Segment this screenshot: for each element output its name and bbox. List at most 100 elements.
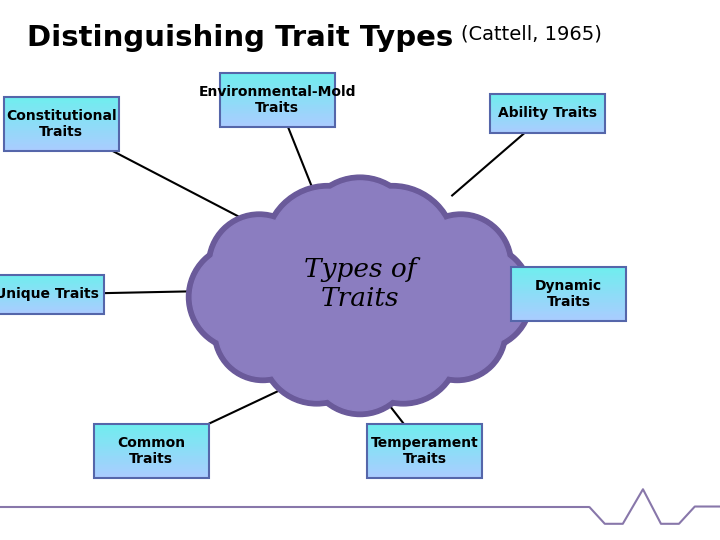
Bar bbox=[367, 451, 482, 453]
Ellipse shape bbox=[186, 242, 296, 352]
Ellipse shape bbox=[408, 212, 513, 317]
Bar bbox=[490, 102, 605, 103]
Text: Unique Traits: Unique Traits bbox=[0, 287, 99, 301]
Bar bbox=[4, 117, 119, 119]
Bar bbox=[94, 455, 209, 456]
Ellipse shape bbox=[212, 218, 306, 312]
Bar bbox=[220, 87, 335, 89]
Bar bbox=[4, 126, 119, 128]
Bar bbox=[4, 142, 119, 144]
Bar bbox=[4, 119, 119, 120]
Bar bbox=[220, 118, 335, 120]
Ellipse shape bbox=[207, 212, 312, 317]
Bar bbox=[0, 285, 104, 287]
Bar bbox=[511, 301, 626, 303]
Bar bbox=[490, 123, 605, 124]
Bar bbox=[4, 97, 119, 99]
Bar bbox=[511, 307, 626, 309]
Bar bbox=[220, 80, 335, 82]
Bar bbox=[94, 429, 209, 431]
Bar bbox=[94, 476, 209, 478]
Bar bbox=[367, 453, 482, 455]
Bar bbox=[4, 106, 119, 108]
Bar bbox=[94, 424, 209, 478]
Bar bbox=[94, 453, 209, 455]
Bar bbox=[511, 296, 626, 298]
Bar bbox=[94, 469, 209, 471]
Bar bbox=[490, 116, 605, 117]
Ellipse shape bbox=[311, 313, 409, 411]
Bar bbox=[511, 316, 626, 318]
Bar bbox=[367, 462, 482, 463]
Bar bbox=[367, 436, 482, 438]
Bar bbox=[4, 120, 119, 123]
Bar bbox=[367, 442, 482, 444]
Text: Common
Traits: Common Traits bbox=[117, 436, 185, 466]
Bar bbox=[0, 311, 104, 313]
Ellipse shape bbox=[306, 181, 414, 289]
Bar bbox=[94, 462, 209, 463]
Bar bbox=[490, 117, 605, 119]
Bar bbox=[367, 426, 482, 428]
Bar bbox=[511, 285, 626, 287]
Ellipse shape bbox=[351, 296, 455, 400]
Ellipse shape bbox=[333, 190, 451, 307]
Bar bbox=[0, 307, 104, 308]
Bar bbox=[220, 109, 335, 111]
Bar bbox=[94, 463, 209, 465]
Bar bbox=[0, 289, 104, 291]
Bar bbox=[367, 455, 482, 456]
Ellipse shape bbox=[367, 238, 497, 367]
Bar bbox=[367, 474, 482, 476]
Bar bbox=[4, 128, 119, 130]
Bar bbox=[4, 113, 119, 115]
Bar bbox=[367, 431, 482, 433]
Bar bbox=[367, 469, 482, 471]
Text: Distinguishing Trait Types: Distinguishing Trait Types bbox=[27, 24, 454, 52]
Bar bbox=[367, 444, 482, 446]
Bar bbox=[4, 137, 119, 139]
Bar bbox=[367, 438, 482, 440]
Bar bbox=[0, 306, 104, 307]
Text: Constitutional
Traits: Constitutional Traits bbox=[6, 109, 117, 139]
Bar bbox=[367, 467, 482, 469]
Bar bbox=[367, 433, 482, 435]
Bar bbox=[220, 112, 335, 114]
Bar bbox=[490, 119, 605, 120]
Bar bbox=[367, 458, 482, 460]
Ellipse shape bbox=[212, 282, 313, 382]
Bar bbox=[94, 472, 209, 474]
Bar bbox=[367, 447, 482, 449]
Bar bbox=[0, 278, 104, 279]
Bar bbox=[220, 111, 335, 112]
Bar bbox=[4, 140, 119, 142]
Bar bbox=[0, 303, 104, 305]
Bar bbox=[490, 100, 605, 102]
Bar bbox=[367, 435, 482, 436]
Bar bbox=[511, 280, 626, 282]
Bar bbox=[490, 110, 605, 111]
Bar bbox=[220, 96, 335, 98]
Bar bbox=[490, 130, 605, 132]
Bar bbox=[490, 114, 605, 116]
Bar bbox=[220, 104, 335, 105]
Ellipse shape bbox=[305, 307, 415, 416]
Bar bbox=[511, 276, 626, 278]
Ellipse shape bbox=[265, 296, 369, 400]
Bar bbox=[0, 301, 104, 302]
Bar bbox=[511, 269, 626, 271]
Bar bbox=[490, 120, 605, 121]
Bar bbox=[4, 124, 119, 126]
Bar bbox=[0, 293, 104, 294]
Bar bbox=[94, 467, 209, 469]
Bar bbox=[0, 288, 104, 289]
Bar bbox=[490, 124, 605, 125]
Bar bbox=[94, 474, 209, 476]
Bar bbox=[490, 121, 605, 123]
Bar bbox=[4, 99, 119, 101]
Bar bbox=[511, 298, 626, 300]
Bar bbox=[511, 267, 626, 269]
Bar bbox=[511, 282, 626, 284]
Bar bbox=[490, 94, 605, 133]
Bar bbox=[0, 313, 104, 314]
